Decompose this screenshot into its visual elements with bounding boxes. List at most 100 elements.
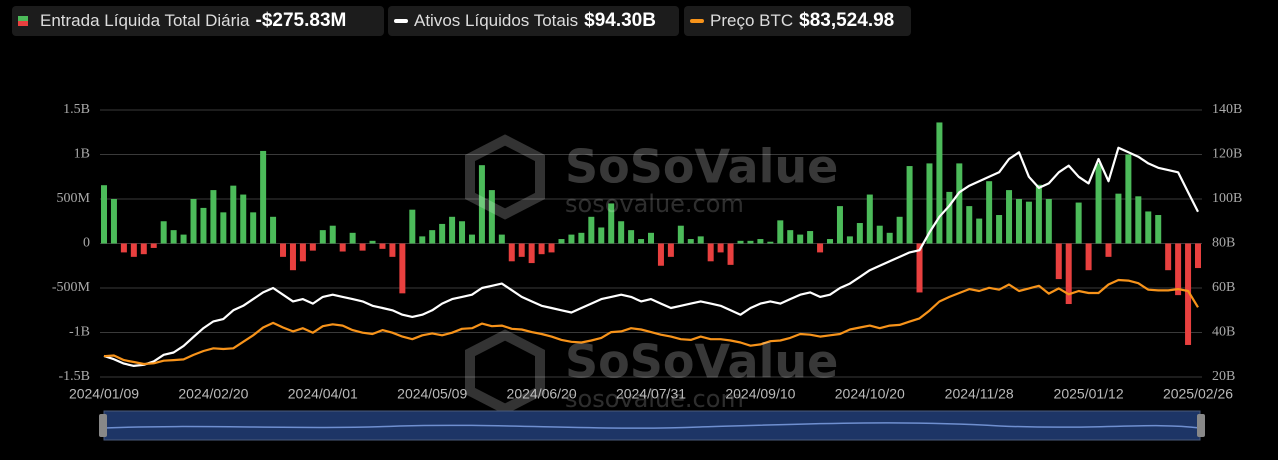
bar [359,243,366,251]
bar [896,216,903,244]
bar [449,216,456,244]
bar [409,209,416,244]
bar [807,231,814,244]
legend-item[interactable]: Preço BTC $83,524.98 [684,6,911,36]
bar [777,220,784,244]
bar [459,221,466,244]
bar [349,232,356,244]
bar [846,236,853,244]
x-tick-label: 2024/01/09 [69,386,139,402]
bar [419,236,426,244]
bar [250,212,257,244]
bar [1185,243,1192,345]
bar [200,207,207,244]
bar [936,122,943,244]
bar [180,234,187,244]
bar [1065,243,1072,305]
bar [1175,243,1182,296]
legend-item[interactable]: Ativos Líquidos Totais $94.30B [388,6,679,36]
bar [638,239,645,244]
bar [697,236,704,244]
bar [1006,190,1013,244]
bar [1055,243,1062,280]
bar [1145,211,1152,244]
bar [319,230,326,244]
bar [1025,201,1032,244]
x-tick-label: 2024/09/10 [725,386,795,402]
bar [578,232,585,244]
bar [986,181,993,244]
bar [309,243,316,251]
line [103,278,1199,366]
x-tick-label: 2024/04/01 [288,386,358,402]
bar [836,206,843,244]
legend-item[interactable]: Entrada Líquida Total Diária -$275.83M [12,6,384,36]
navigator[interactable] [99,410,1205,441]
x-tick-label: 2024/10/20 [835,386,905,402]
y2-tick-label: 140B [1212,102,1242,117]
bar [329,225,336,244]
bar [508,243,515,262]
y-tick-label: 0 [83,236,90,251]
navigator-handle[interactable] [1197,414,1205,437]
bar [996,215,1003,244]
y2-tick-label: 120B [1212,147,1242,162]
bar [946,191,953,244]
bar [1165,243,1172,271]
bar [717,243,724,253]
bar [528,243,535,264]
bar [1035,184,1042,244]
y-tick-label: 500M [57,191,91,206]
bar [866,194,873,244]
bar [906,166,913,244]
watermark-brand: SoSoValue [565,335,838,389]
bar [856,223,863,244]
y-tick-label: -1.5B [59,369,91,384]
bar [488,190,495,244]
bar [389,243,396,257]
x-tick-label: 2024/07/31 [616,386,686,402]
navigator-window [103,410,1201,441]
bar [1045,199,1052,244]
bar [1135,196,1142,244]
bar [270,216,277,244]
bar [260,150,267,244]
bar [140,243,147,255]
bar [687,239,694,244]
watermark-brand: SoSoValue [565,140,838,194]
x-tick-label: 2024/02/20 [178,386,248,402]
navigator-line [103,422,1201,429]
bar [757,239,764,244]
legend-label: Entrada Líquida Total Diária [40,11,250,30]
bar [1085,243,1092,271]
bar [976,218,983,244]
bar [120,243,127,253]
bar [827,239,834,244]
bar [170,230,177,244]
legend-icon [18,16,28,26]
y-tick-label: -1B [69,325,90,340]
bar [538,243,545,255]
line [103,146,1199,367]
bar [1115,193,1122,244]
bar [737,240,744,244]
legend-label: Preço BTC [710,11,794,30]
watermark-url: sosovalue.com [565,385,744,413]
navigator-handle[interactable] [99,414,107,437]
bar [797,234,804,244]
bar [289,243,296,271]
x-tick-label: 2024/05/09 [397,386,467,402]
bar [468,234,475,244]
bar [190,199,197,244]
bar [926,163,933,244]
bar [1095,163,1102,244]
bar [648,232,654,244]
bar [240,194,247,244]
bar [1125,154,1132,244]
bar [478,165,485,244]
bar [886,232,893,244]
x-tick-label: 2025/01/12 [1054,386,1124,402]
bar [608,203,615,244]
